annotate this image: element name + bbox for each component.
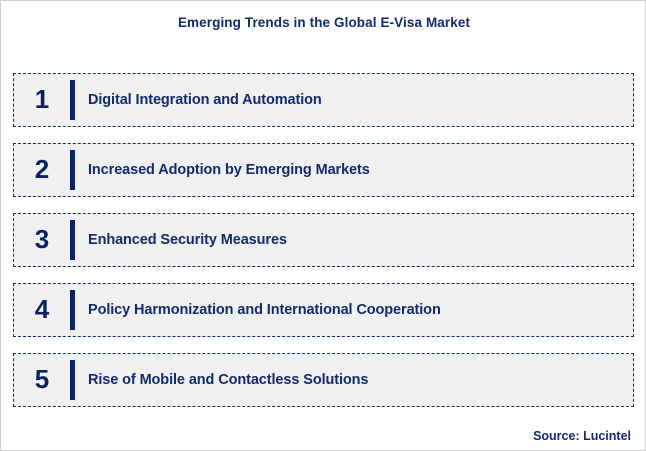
trend-number: 3 bbox=[34, 224, 50, 254]
vertical-divider bbox=[70, 80, 75, 120]
vertical-divider bbox=[70, 220, 75, 260]
trend-label: Policy Harmonization and International C… bbox=[88, 302, 441, 318]
page-title: Emerging Trends in the Global E-Visa Mar… bbox=[177, 15, 471, 30]
trend-label: Rise of Mobile and Contactless Solutions bbox=[88, 372, 369, 388]
list-item: 3 Enhanced Security Measures bbox=[13, 213, 634, 267]
trend-number: 4 bbox=[34, 294, 50, 324]
list-item: 1 Digital Integration and Automation bbox=[13, 73, 634, 127]
trend-number: 2 bbox=[34, 154, 50, 184]
trend-number: 5 bbox=[34, 364, 50, 394]
vertical-divider bbox=[70, 150, 75, 190]
trend-label: Digital Integration and Automation bbox=[88, 92, 322, 108]
list-item: 5 Rise of Mobile and Contactless Solutio… bbox=[13, 353, 634, 407]
list-item: 2 Increased Adoption by Emerging Markets bbox=[13, 143, 634, 197]
vertical-divider bbox=[70, 360, 75, 400]
trend-list: 1 Digital Integration and Automation 2 I… bbox=[13, 73, 634, 407]
source-attribution: Source: Lucintel bbox=[533, 429, 631, 443]
list-item: 4 Policy Harmonization and International… bbox=[13, 283, 634, 337]
vertical-divider bbox=[70, 290, 75, 330]
trend-label: Increased Adoption by Emerging Markets bbox=[88, 162, 370, 178]
trend-number: 1 bbox=[34, 84, 50, 114]
trend-label: Enhanced Security Measures bbox=[88, 232, 287, 248]
